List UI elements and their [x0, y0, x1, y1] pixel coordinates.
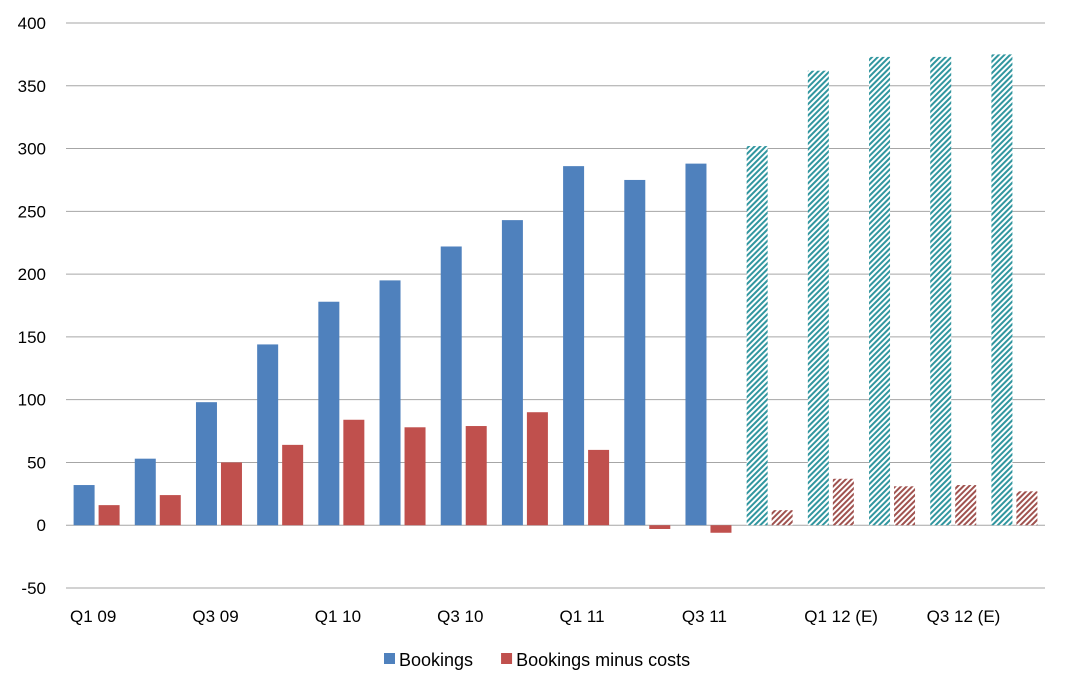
bookings-minus-costs-bar — [649, 525, 671, 529]
bookings-minus-costs-bar — [710, 525, 732, 533]
bookings-bar — [501, 220, 523, 526]
bookings-bar — [318, 301, 340, 526]
x-tick-label: Q1 09 — [70, 607, 116, 626]
y-axis: -50 0 50 100 150 200 250 300 350 400 — [18, 14, 46, 598]
bookings-bar — [134, 458, 156, 526]
x-tick-label: Q1 10 — [315, 607, 361, 626]
x-tick-label: Q1 11 — [560, 607, 605, 626]
bookings-minus-costs-bar-estimate — [894, 486, 916, 526]
x-tick-label: Q3 09 — [192, 607, 238, 626]
x-tick-label: Q3 10 — [437, 607, 483, 626]
y-tick-label: 250 — [18, 202, 46, 221]
bookings-bar — [73, 485, 95, 526]
y-tick-label: -50 — [21, 579, 46, 598]
bookings-bar-estimate — [869, 56, 891, 526]
bookings-bar — [624, 179, 646, 526]
bookings-bar — [379, 280, 401, 526]
bookings-minus-costs-bar — [98, 505, 120, 526]
x-tick-label: Q1 12 (E) — [804, 607, 878, 626]
y-tick-label: 100 — [18, 391, 46, 410]
y-tick-label: 150 — [18, 328, 46, 347]
legend-label-bookings: Bookings — [399, 650, 473, 670]
bookings-minus-costs-bar — [220, 462, 242, 526]
y-tick-label: 50 — [27, 453, 46, 472]
bookings-bar — [685, 163, 707, 526]
y-tick-label: 200 — [18, 265, 46, 284]
y-tick-label: 350 — [18, 77, 46, 96]
bookings-bar-estimate — [746, 146, 768, 526]
bookings-minus-costs-bar-estimate — [1016, 491, 1038, 526]
y-tick-label: 400 — [18, 14, 46, 33]
legend-swatch-bookings-minus-costs — [501, 653, 513, 664]
bookings-bar — [195, 402, 217, 526]
bookings-minus-costs-bar-estimate — [771, 510, 793, 526]
bookings-minus-costs-bar — [282, 444, 304, 526]
bookings-minus-costs-bar-estimate — [832, 478, 854, 526]
bookings-bar — [563, 166, 585, 526]
bookings-bar-estimate — [991, 54, 1013, 526]
y-tick-label: 300 — [18, 140, 46, 159]
bookings-bar — [257, 344, 279, 526]
bookings-minus-costs-bar — [465, 426, 487, 526]
bookings-minus-costs-bar — [404, 427, 426, 526]
bookings-minus-costs-bar — [343, 419, 365, 526]
x-tick-label: Q3 12 (E) — [927, 607, 1001, 626]
bookings-minus-costs-bar — [588, 449, 610, 526]
bookings-bar-estimate — [807, 70, 829, 526]
x-tick-label: Q3 11 — [682, 607, 727, 626]
legend-swatch-bookings — [384, 653, 395, 664]
bookings-bar — [440, 246, 462, 526]
bookings-minus-costs-bar — [159, 495, 181, 526]
x-axis: Q1 09 Q3 09 Q1 10 Q3 10 Q1 11 Q3 11 Q1 12 (E) Q… — [70, 607, 1000, 626]
bookings-bar-estimate — [930, 56, 952, 526]
bars — [73, 54, 1038, 533]
legend: Bookings Bookings minus costs — [384, 650, 690, 670]
bookings-minus-costs-bar-estimate — [955, 485, 977, 526]
bookings-minus-costs-bar — [526, 412, 548, 526]
legend-label-bookings-minus-costs: Bookings minus costs — [516, 650, 690, 670]
y-tick-label: 0 — [37, 516, 46, 535]
